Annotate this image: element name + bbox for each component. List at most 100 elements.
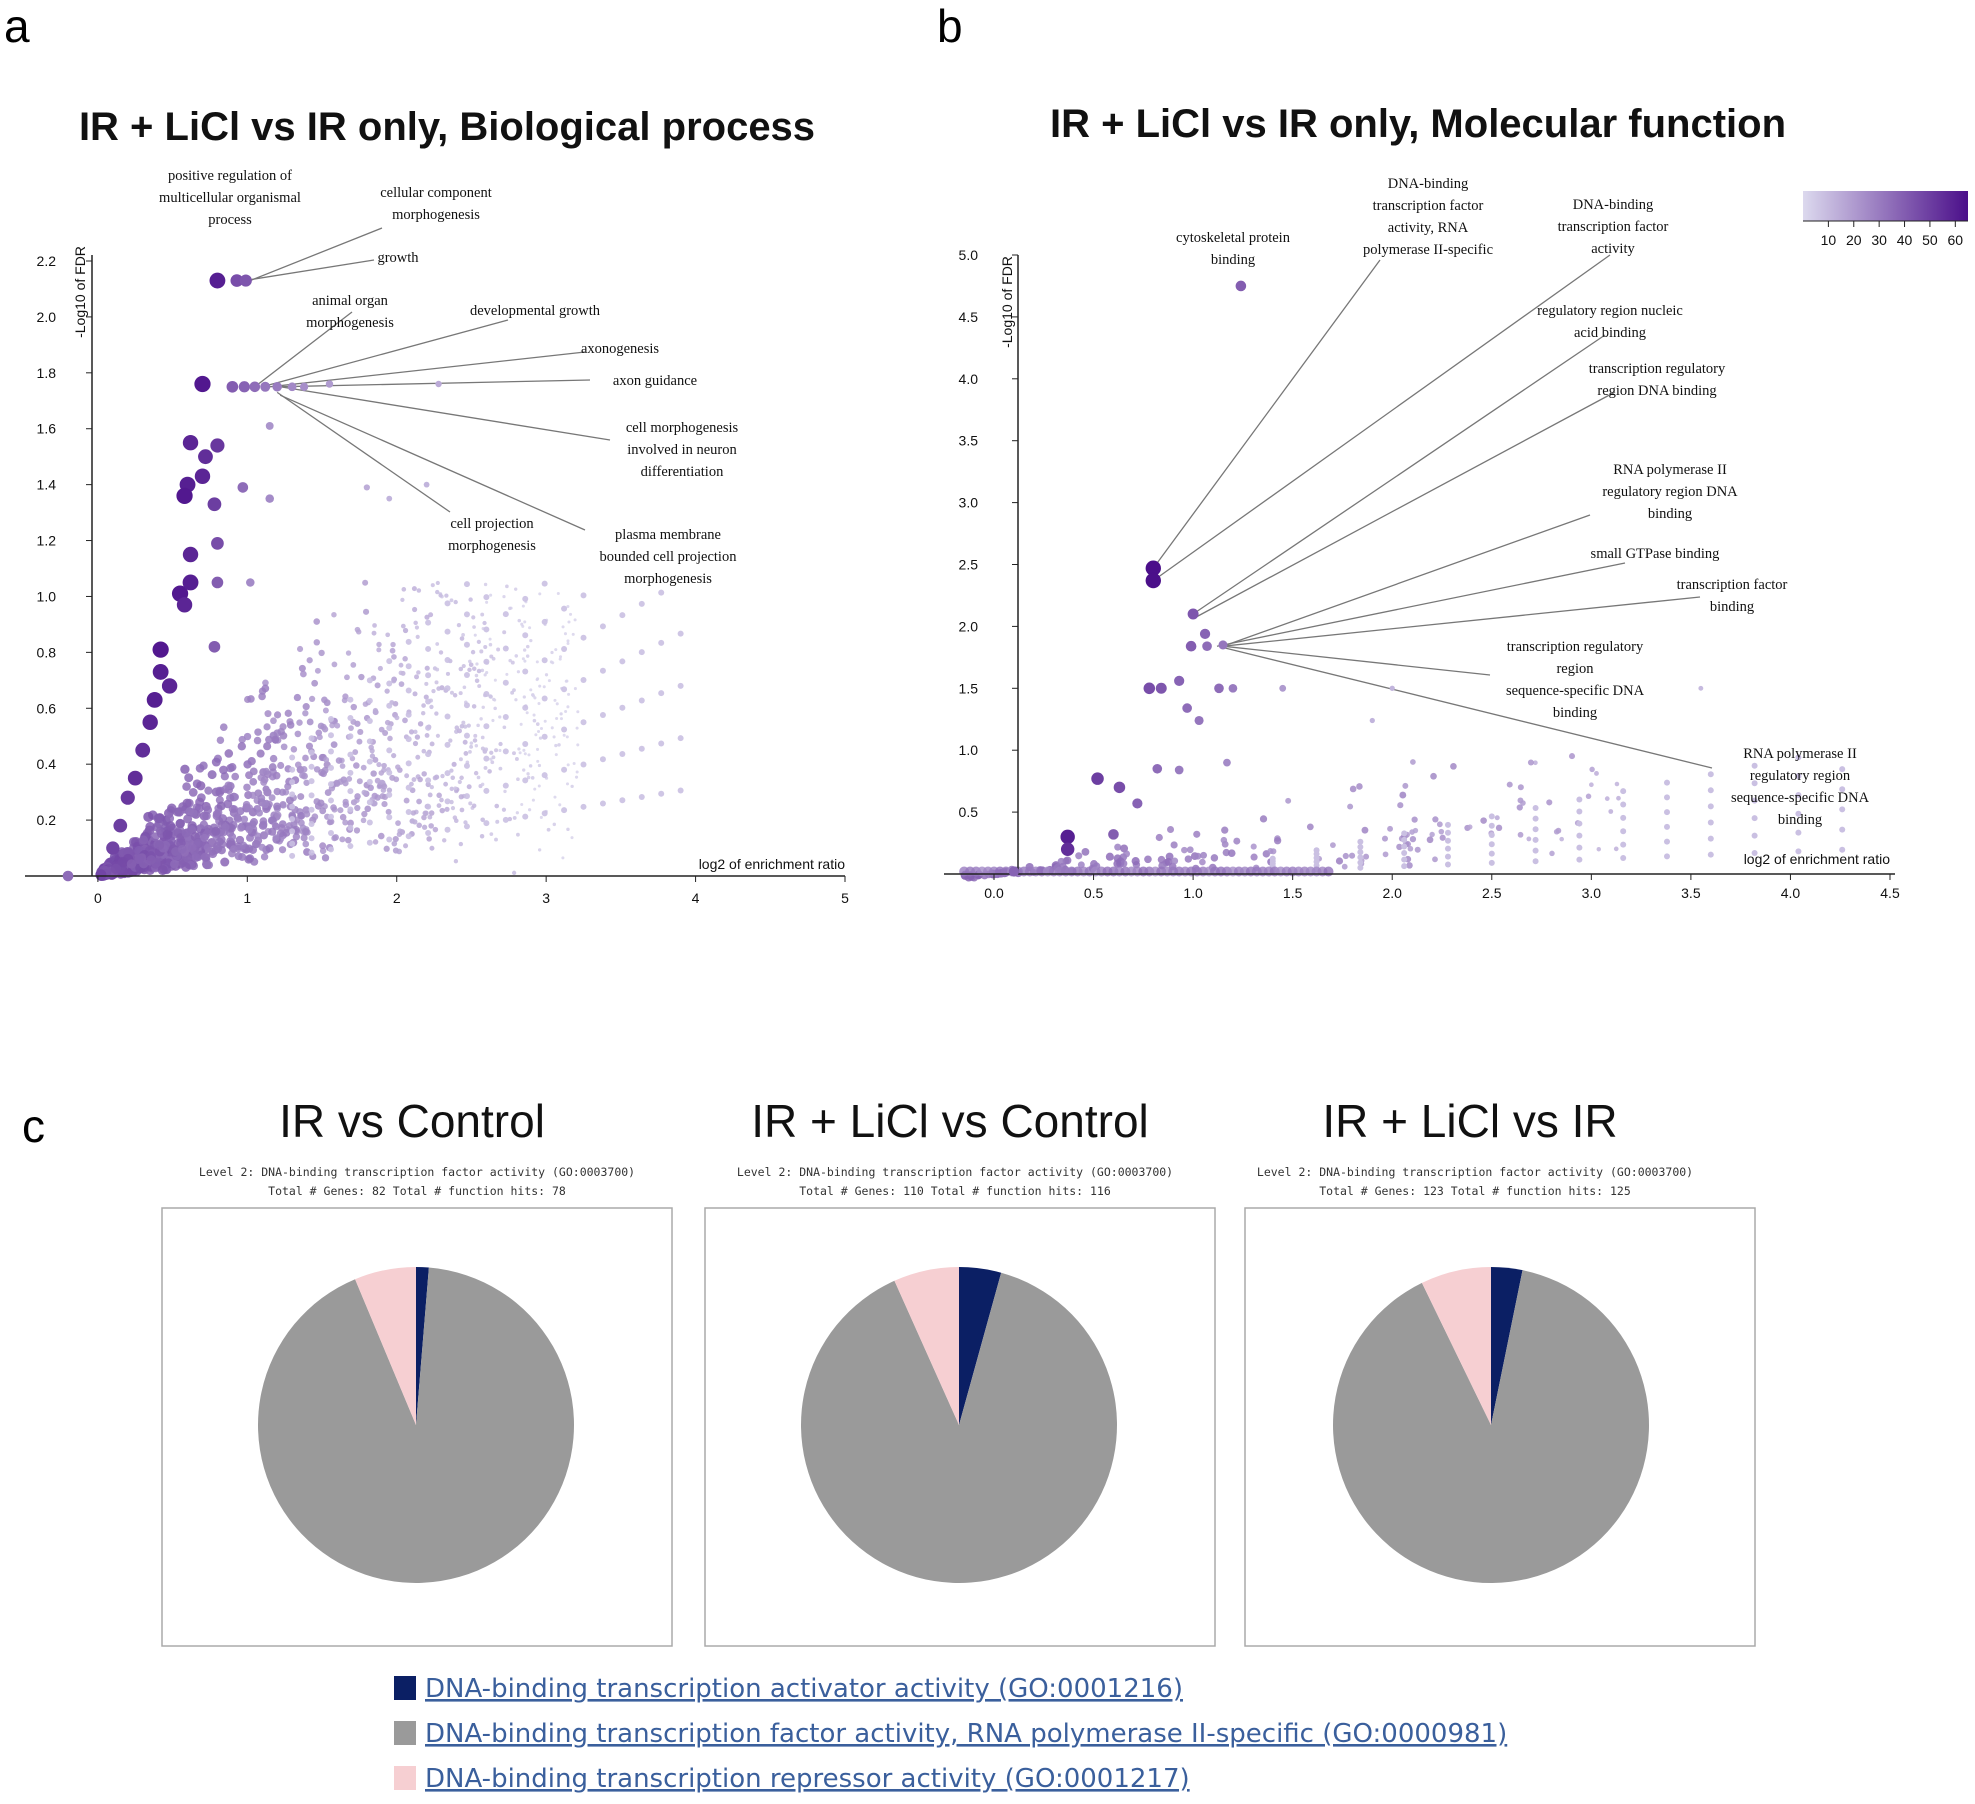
chart-b-annotation: RNA polymerase II [1613,462,1727,478]
chart-a-x-tick: 3 [542,890,550,906]
chart-a-x-label: log2 of enrichment ratio [699,856,846,872]
chart-a-annotation: cell projection [450,516,534,532]
chart-a-y-tick: 1.6 [37,421,57,437]
legend-link[interactable]: DNA-binding transcription factor activit… [425,1719,1507,1749]
chart-b-annotation: transcription factor [1558,219,1669,235]
chart-b-leader-line [1223,515,1590,646]
chart-b-point [1108,829,1119,840]
chart-b-point [1214,683,1224,693]
chart-a-x-tick: 2 [393,890,401,906]
chart-a-point [249,381,260,392]
chart-b-annotation: cytoskeletal protein [1176,230,1291,246]
chart-a-point [135,743,150,758]
chart-b-point [1223,759,1231,767]
chart-b-title: IR + LiCl vs IR only, Molecular function [1050,102,1786,146]
chart-a-annotation: morphogenesis [392,207,480,223]
colorbar-tick: 30 [1871,232,1887,248]
chart-a-x-tick: 1 [243,890,251,906]
legend-link[interactable]: DNA-binding transcription activator acti… [425,1674,1183,1704]
chart-a-y-tick: 0.2 [37,812,57,828]
chart-b-x-tick: 0.0 [984,885,1004,901]
chart-a-point [128,771,143,786]
chart-a-point [364,484,370,490]
chart-a-point [265,494,274,503]
chart-a-point [239,381,250,392]
chart-b-point [1186,641,1197,652]
chart-b-annotation: DNA-binding [1573,197,1654,213]
chart-b-point [1114,782,1126,794]
chart-a-point [195,469,210,484]
legend-link[interactable]: DNA-binding transcription repressor acti… [425,1764,1190,1794]
chart-a-leader-line [244,260,374,281]
pie-title: IR vs Control [279,1095,545,1147]
panel-label-a: a [4,0,30,52]
chart-b-point [1202,641,1212,651]
colorbar-tick: 20 [1846,232,1862,248]
chart-b-point [1195,716,1204,725]
panel-label-b: b [937,0,963,52]
chart-a-point [194,376,210,392]
pie-legend: DNA-binding transcription activator acti… [394,1674,1507,1794]
chart-b-annotation: transcription factor [1373,198,1484,214]
legend-swatch [394,1676,416,1700]
chart-b-annotation: binding [1648,506,1692,522]
pie-subtitle: Level 2: DNA-binding transcription facto… [1257,1165,1693,1179]
chart-a-point [424,482,430,488]
chart-a-background-cloud [95,580,683,881]
chart-b-point [1175,766,1184,775]
chart-a-annotation: differentiation [641,464,724,480]
chart-a-annotation: multicellular organismal [159,190,301,206]
chart-a-point [227,381,239,393]
chart-b-annotation: polymerase II-specific [1363,242,1493,258]
chart-b-x-tick: 1.5 [1283,885,1303,901]
chart-a-leader-line [250,228,382,281]
chart-b-point [1156,683,1167,694]
chart-b-point [1279,685,1286,692]
chart-b-y-tick: 2.5 [959,557,979,573]
scatter-chart-molecular-function: log2 of enrichment ratio -Log10 of FDR 0… [944,176,1968,901]
chart-b-point [1698,686,1703,691]
chart-a-point [176,488,192,504]
legend-swatch [394,1766,416,1790]
chart-b-x-tick: 2.5 [1482,885,1502,901]
chart-b-point [1061,843,1074,856]
chart-a-x-tick: 4 [692,890,700,906]
chart-a-annotation: axonogenesis [581,341,659,357]
chart-a-annotation: developmental growth [470,303,601,319]
chart-a-point [386,496,392,502]
chart-a-y-tick: 0.6 [37,700,57,716]
chart-b-y-label: -Log10 of FDR [999,256,1015,348]
chart-a-y-tick: 1.0 [37,588,57,604]
chart-b-point [1218,640,1227,649]
chart-b-x-tick: 2.0 [1382,885,1402,901]
chart-a-point [212,577,224,589]
chart-a-annotation: animal organ [312,293,389,309]
chart-a-annotation: cell morphogenesis [626,420,739,436]
chart-b-annotation: binding [1553,705,1597,721]
pie-chart-1: IR vs Control Level 2: DNA-binding transc… [162,1095,672,1646]
chart-b-point [1370,718,1375,723]
chart-a-point [63,871,74,882]
chart-a-point [238,482,249,493]
chart-b-colorbar: 10 20 30 40 50 60 [1803,191,1968,248]
chart-a-point [153,664,169,680]
chart-a-y-tick: 1.2 [37,533,57,549]
chart-a-point [183,575,199,591]
chart-a-point [272,382,282,392]
chart-b-point [1182,703,1192,713]
chart-b-leader-line [1223,646,1490,675]
chart-b-point [1152,764,1162,774]
chart-a-point [177,597,192,612]
chart-b-point [1174,676,1184,686]
chart-a-y-tick: 2.0 [37,309,57,325]
chart-b-annotation: binding [1778,812,1822,828]
colorbar-tick: 40 [1897,232,1913,248]
chart-a-annotation: plasma membrane [615,527,721,543]
chart-a-point [210,438,224,452]
chart-a-annotation: cellular component [380,185,492,201]
chart-b-annotation: transcription factor [1677,577,1788,593]
chart-a-annotation: process [208,212,252,228]
chart-a-point [147,692,163,708]
chart-b-y-tick: 0.5 [959,804,979,820]
chart-b-x-tick: 1.0 [1183,885,1203,901]
